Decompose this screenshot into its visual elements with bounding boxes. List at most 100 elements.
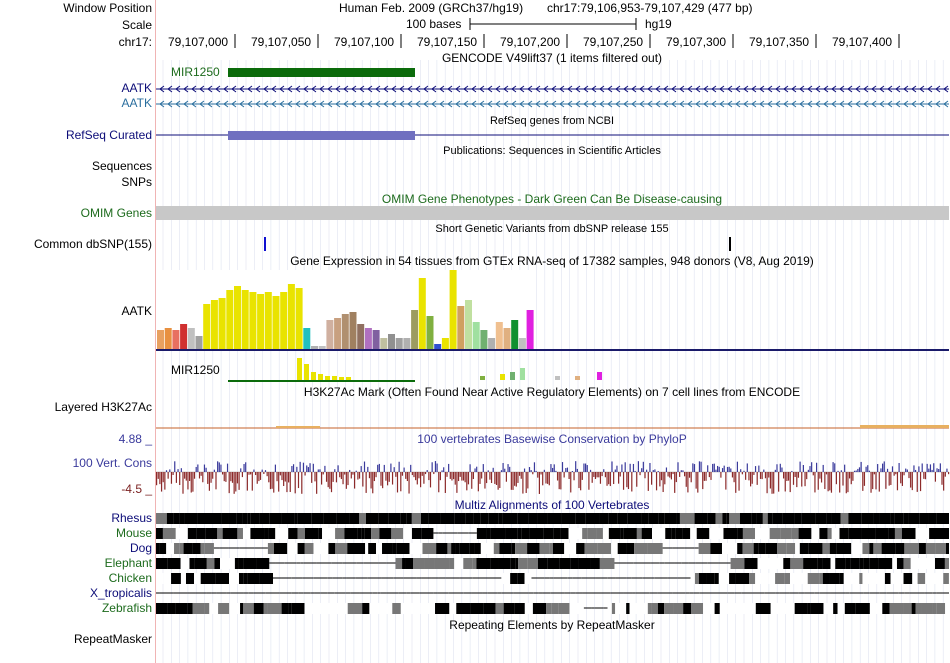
omim-title[interactable]: OMIM Gene Phenotypes - Dark Green Can Be… [381,192,723,206]
refseq-label[interactable]: RefSeq Curated [65,128,152,142]
alignment-block [288,603,292,614]
alignment-block [878,573,885,584]
alignment-block [238,558,244,569]
phylop-neg-bar [759,472,762,479]
phylop-pos-bar [317,469,319,472]
phylop-pos-bar [646,469,648,472]
phylop-neg-bar [246,472,248,491]
alignment-block [259,573,274,584]
species-rhesus[interactable]: Rhesus [111,511,152,525]
alignment-block [189,558,195,569]
alignment-block [822,558,831,569]
strand-chevron [287,85,293,93]
strand-chevron [447,85,453,93]
gtex-mir-bar [555,376,560,380]
gtex-aatk-bars [157,270,534,350]
strand-chevron [263,100,269,108]
alignment-block [174,543,180,554]
h3k27ac-title[interactable]: H3K27Ac Mark (Often Found Near Active Re… [303,385,801,399]
phylop-pos-bar [721,468,724,472]
phylop-neg-bar [499,472,501,489]
h3k27ac-peak-2 [860,425,949,428]
repeatmasker-label[interactable]: RepeatMasker [73,632,152,646]
alignment-block [171,573,181,584]
alignment-block [180,573,186,584]
gtex-bar [295,288,303,350]
phylop-title[interactable]: 100 vertebrates Basewise Conservation by… [417,432,687,446]
alignment-block [163,573,172,584]
phylop-neg-bar [944,472,946,477]
species-elephant[interactable]: Elephant [104,556,152,570]
alignment-block [515,543,528,554]
alignment-block [723,528,738,539]
phylop-pos-bar [936,468,938,472]
strand-chevron [559,100,565,108]
strand-chevron [887,85,893,93]
species-chicken[interactable]: Chicken [108,571,152,585]
phylop-neg-bar [228,472,230,494]
omim-label[interactable]: OMIM Genes [80,206,152,220]
alignment-block [314,603,327,614]
strand-chevron [335,85,341,93]
alignment-block [209,603,219,614]
phylop-neg-bar [786,472,788,482]
species-x-tropicalis[interactable]: X_tropicalis [89,586,152,600]
alignment-block [807,573,820,584]
gtex-gene-1-label[interactable]: AATK [121,304,152,318]
alignment-block [162,528,176,539]
phylop-neg-bar [578,472,580,489]
phylop-neg-bar [745,472,747,480]
ruler-tick-label: 79,107,400 [832,35,893,49]
refseq-title[interactable]: RefSeq genes from NCBI [489,115,615,127]
publications-label[interactable]: Sequences [91,159,152,173]
h3k27ac-label[interactable]: Layered H3K27Ac [54,400,152,414]
strand-chevron [599,85,605,93]
phylop-pos-bar [403,467,405,472]
strand-chevron [519,85,525,93]
species-zebrafish[interactable]: Zebrafish [101,601,152,615]
alignment-block [454,558,464,569]
snps-label[interactable]: SNPs [121,175,152,189]
phylop-pos-bar [918,466,920,472]
gencode-gene-1-label[interactable]: AATK [121,81,152,95]
gtex-mir-bar [297,358,302,380]
multiz-title[interactable]: Multiz Alignments of 100 Vertebrates [454,498,650,512]
gtex-gene-2-label[interactable]: MIR1250 [171,363,220,377]
phylop-pos-bar [758,465,760,472]
phylop-label[interactable]: 100 Vert. Cons [72,456,152,470]
phylop-neg-bar [284,472,286,482]
dbsnp-title[interactable]: Short Genetic Variants from dbSNP releas… [435,223,669,235]
alignment-block [517,528,522,539]
gtex-mir-bar [520,368,525,380]
phylop-neg-bar [212,472,214,479]
gencode-gene-2-label[interactable]: AATK [121,96,152,110]
gencode-title[interactable]: GENCODE V49lift37 (1 items filtered out) [441,51,663,65]
phylop-pos-bar [443,467,445,472]
alignment-block [722,573,730,584]
phylop-neg-bar [457,472,460,482]
phylop-pos-bar [213,469,215,472]
strand-chevron [327,100,333,108]
phylop-pos-bar [834,463,836,472]
species-mouse[interactable]: Mouse [115,526,152,540]
alignment-block [411,528,422,539]
repeatmasker-title[interactable]: Repeating Elements by RepeatMasker [449,618,655,632]
alignment-block [502,513,518,524]
dbsnp-label[interactable]: Common dbSNP(155) [33,237,152,251]
gtex-title[interactable]: Gene Expression in 54 tissues from GTEx … [290,254,814,268]
alignment-block [180,558,190,569]
alignment-block [749,573,756,584]
strand-chevron [527,85,533,93]
alignment-block [925,573,933,584]
species-dog[interactable]: Dog [129,541,152,555]
phylop-pos-bar [507,464,509,472]
phylop-neg-bar [330,472,333,493]
publications-title[interactable]: Publications: Sequences in Scientific Ar… [443,145,661,157]
position-text[interactable]: chr17:79,106,953-79,107,429 (477 bp) [547,1,753,15]
phylop-neg-bar [156,472,158,486]
phylop-neg-bar [486,472,488,484]
gencode-item-label[interactable]: MIR1250 [171,65,220,79]
gtex-bar [187,328,195,350]
phylop-neg-bar [368,472,371,479]
